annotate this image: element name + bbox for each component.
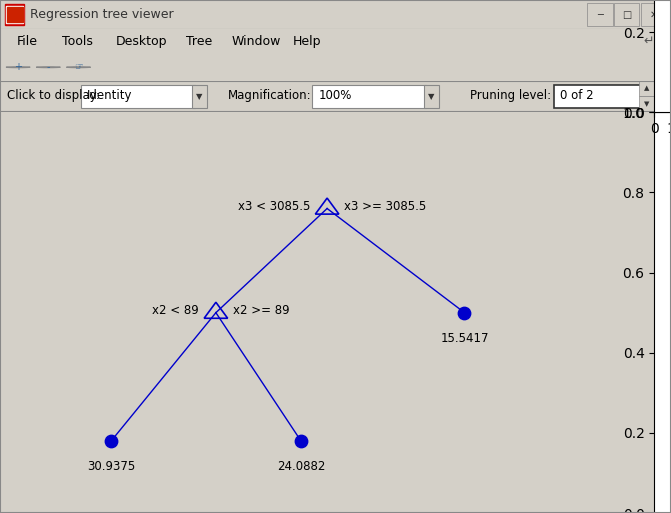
Text: Help: Help — [293, 35, 321, 48]
Text: 30.9375: 30.9375 — [87, 460, 136, 473]
FancyBboxPatch shape — [312, 85, 426, 108]
FancyBboxPatch shape — [81, 85, 195, 108]
FancyBboxPatch shape — [192, 85, 207, 108]
Text: 15.5417: 15.5417 — [440, 332, 488, 345]
Text: x2 < 89: x2 < 89 — [152, 304, 199, 317]
Text: Pruning level:: Pruning level: — [470, 89, 551, 102]
Bar — [587, 3, 613, 26]
Bar — [6, 6, 23, 24]
FancyBboxPatch shape — [639, 81, 654, 96]
Text: ☞: ☞ — [74, 62, 83, 72]
Text: x3 >= 3085.5: x3 >= 3085.5 — [344, 200, 426, 212]
Text: x3 < 3085.5: x3 < 3085.5 — [238, 200, 310, 212]
Text: □: □ — [622, 10, 631, 19]
Text: Tree: Tree — [186, 35, 212, 48]
Text: File: File — [17, 35, 38, 48]
Text: ▼: ▼ — [643, 102, 649, 107]
Text: Regression tree viewer: Regression tree viewer — [30, 8, 174, 21]
Text: +: + — [14, 62, 22, 72]
Point — [296, 437, 307, 445]
Circle shape — [36, 67, 60, 68]
Bar — [641, 3, 666, 26]
Text: ▼: ▼ — [196, 92, 203, 101]
Text: ↵: ↵ — [643, 35, 654, 48]
Text: Tools: Tools — [62, 35, 93, 48]
FancyBboxPatch shape — [424, 85, 439, 108]
Text: x2 >= 89: x2 >= 89 — [233, 304, 289, 317]
Text: Desktop: Desktop — [116, 35, 168, 48]
Text: ▲: ▲ — [643, 86, 649, 91]
Text: -: - — [46, 62, 50, 72]
Text: Identity: Identity — [87, 89, 133, 102]
Circle shape — [66, 67, 91, 68]
Bar — [5, 5, 24, 25]
Text: 100%: 100% — [319, 89, 352, 102]
Text: ▼: ▼ — [428, 92, 435, 101]
Text: 24.0882: 24.0882 — [276, 460, 325, 473]
Text: Magnification:: Magnification: — [228, 89, 312, 102]
FancyBboxPatch shape — [554, 85, 641, 108]
Text: ✕: ✕ — [650, 10, 658, 19]
Bar — [614, 3, 639, 26]
Circle shape — [6, 67, 30, 68]
Text: Click to display:: Click to display: — [7, 89, 99, 102]
Point — [459, 309, 470, 317]
Bar — [7, 7, 23, 22]
Point — [106, 437, 117, 445]
Text: 0 of 2: 0 of 2 — [560, 89, 594, 102]
Text: ─: ─ — [597, 10, 603, 19]
FancyBboxPatch shape — [639, 96, 654, 112]
Text: Window: Window — [231, 35, 281, 48]
